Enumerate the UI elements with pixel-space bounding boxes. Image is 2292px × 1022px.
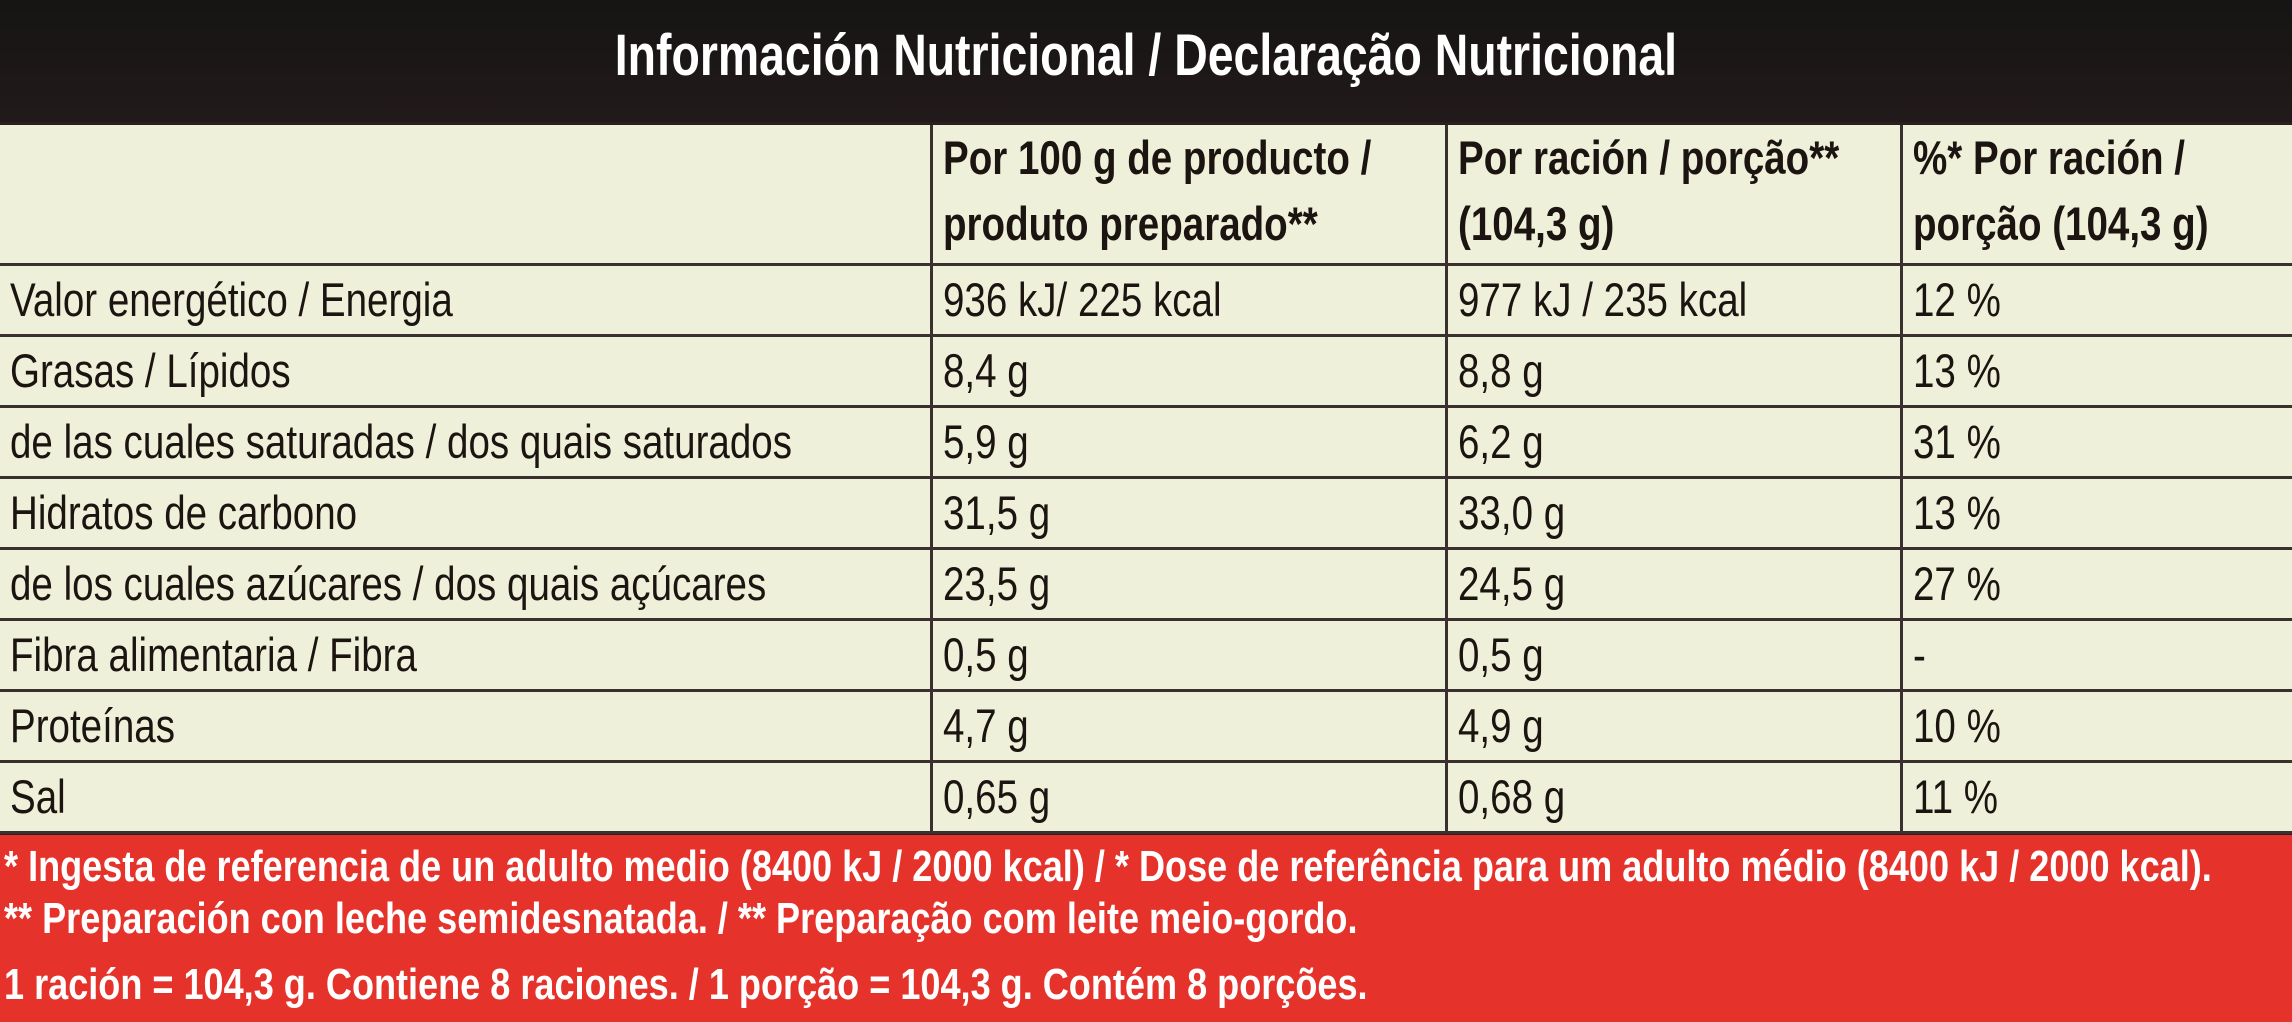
cell-text: 5,9 g [943,415,1029,468]
cell-text: Proteínas [10,699,175,752]
cell-text: Sal [10,770,66,823]
table-cell: Fibra alimentaria / Fibra [0,621,930,692]
cell-text: 6,2 g [1458,415,1544,468]
table-cell: 977 kJ / 235 kcal [1445,266,1900,337]
table-cell: 5,9 g [930,408,1445,479]
table-cell: de las cuales saturadas / dos quais satu… [0,408,930,479]
cell-text: 13 % [1913,486,2001,539]
cell-text: 11 % [1913,770,1998,823]
cell-text: Fibra alimentaria / Fibra [10,628,417,681]
header-cell: Por ración / porção** (104,3 g) [1445,125,1900,266]
footer: * Ingesta de referencia de un adulto med… [0,838,2292,1022]
cell-text: 4,9 g [1458,699,1544,752]
cell-text: - [1913,628,1926,681]
cell-text: 8,8 g [1458,344,1544,397]
cell-text: 24,5 g [1458,557,1566,610]
cell-text: 0,5 g [943,628,1029,681]
table-cell: 936 kJ/ 225 kcal [930,266,1445,337]
cell-text: 27 % [1913,557,2001,610]
table-cell: 0,5 g [930,621,1445,692]
table-cell: 8,8 g [1445,337,1900,408]
table-cell: 12 % [1900,266,2292,337]
table-cell: 0,68 g [1445,763,1900,834]
table-cell: Sal [0,763,930,834]
table-cell: 8,4 g [930,337,1445,408]
table-cell: 6,2 g [1445,408,1900,479]
table-cell: 0,5 g [1445,621,1900,692]
cell-text: 4,7 g [943,699,1029,752]
cell-text: 0,68 g [1458,770,1566,823]
table-cell: Grasas / Lípidos [0,337,930,408]
cell-text: 13 % [1913,344,2001,397]
header-cell: %* Por ración / porção (104,3 g) [1900,125,2292,266]
table-cell: 31,5 g [930,479,1445,550]
footer-line: 1 ración = 104,3 g. Contiene 8 raciones.… [4,960,1368,1009]
table-cell: 13 % [1900,337,2292,408]
footer-line: * Ingesta de referencia de un adulto med… [4,842,2212,891]
cell-text: 8,4 g [943,344,1029,397]
title-text: Información Nutricional / Declaração Nut… [614,23,1678,88]
cell-text: 23,5 g [943,557,1051,610]
cell-text: 33,0 g [1458,486,1566,539]
cell-text: de las cuales saturadas / dos quais satu… [10,415,792,468]
cell-text: %* Por ración / porção (104,3 g) [1913,131,2209,250]
table-cell: 23,5 g [930,550,1445,621]
cell-text: 936 kJ/ 225 kcal [943,273,1222,326]
cell-text: Grasas / Lípidos [10,344,291,397]
cell-text: 0,5 g [1458,628,1544,681]
cell-text: Por ración / porção** (104,3 g) [1458,131,1840,250]
table-cell: Hidratos de carbono [0,479,930,550]
cell-text: 977 kJ / 235 kcal [1458,273,1748,326]
cell-text: Hidratos de carbono [10,486,358,539]
table-cell: 24,5 g [1445,550,1900,621]
cell-text: 31,5 g [943,486,1051,539]
table-cell: 4,7 g [930,692,1445,763]
footer-line: ** Preparación con leche semidesnatada. … [4,894,1358,943]
table-cell: 0,65 g [930,763,1445,834]
cell-text: 10 % [1913,699,2001,752]
cell-text: Valor energético / Energia [10,273,453,326]
nutrition-table: Por 100 g de producto / produto preparad… [0,122,2292,835]
table-cell: Proteínas [0,692,930,763]
cell-text: 12 % [1913,273,2001,326]
header-cell [0,125,930,266]
cell-text: 0,65 g [943,770,1051,823]
table-cell: 31 % [1900,408,2292,479]
cell-text: 31 % [1913,415,2001,468]
table-cell: 13 % [1900,479,2292,550]
cell-text: Por 100 g de producto / produto preparad… [943,131,1372,250]
table-cell: de los cuales azúcares / dos quais açúca… [0,550,930,621]
table-cell: 11 % [1900,763,2292,834]
table-cell: 10 % [1900,692,2292,763]
header-cell: Por 100 g de producto / produto preparad… [930,125,1445,266]
title: Información Nutricional / Declaração Nut… [0,22,2292,89]
table-cell: Valor energético / Energia [0,266,930,337]
table-cell: 4,9 g [1445,692,1900,763]
title-bar: Información Nutricional / Declaração Nut… [0,0,2292,122]
table-cell: 33,0 g [1445,479,1900,550]
cell-text: de los cuales azúcares / dos quais açúca… [10,557,767,610]
table-cell: 27 % [1900,550,2292,621]
table-cell: - [1900,621,2292,692]
